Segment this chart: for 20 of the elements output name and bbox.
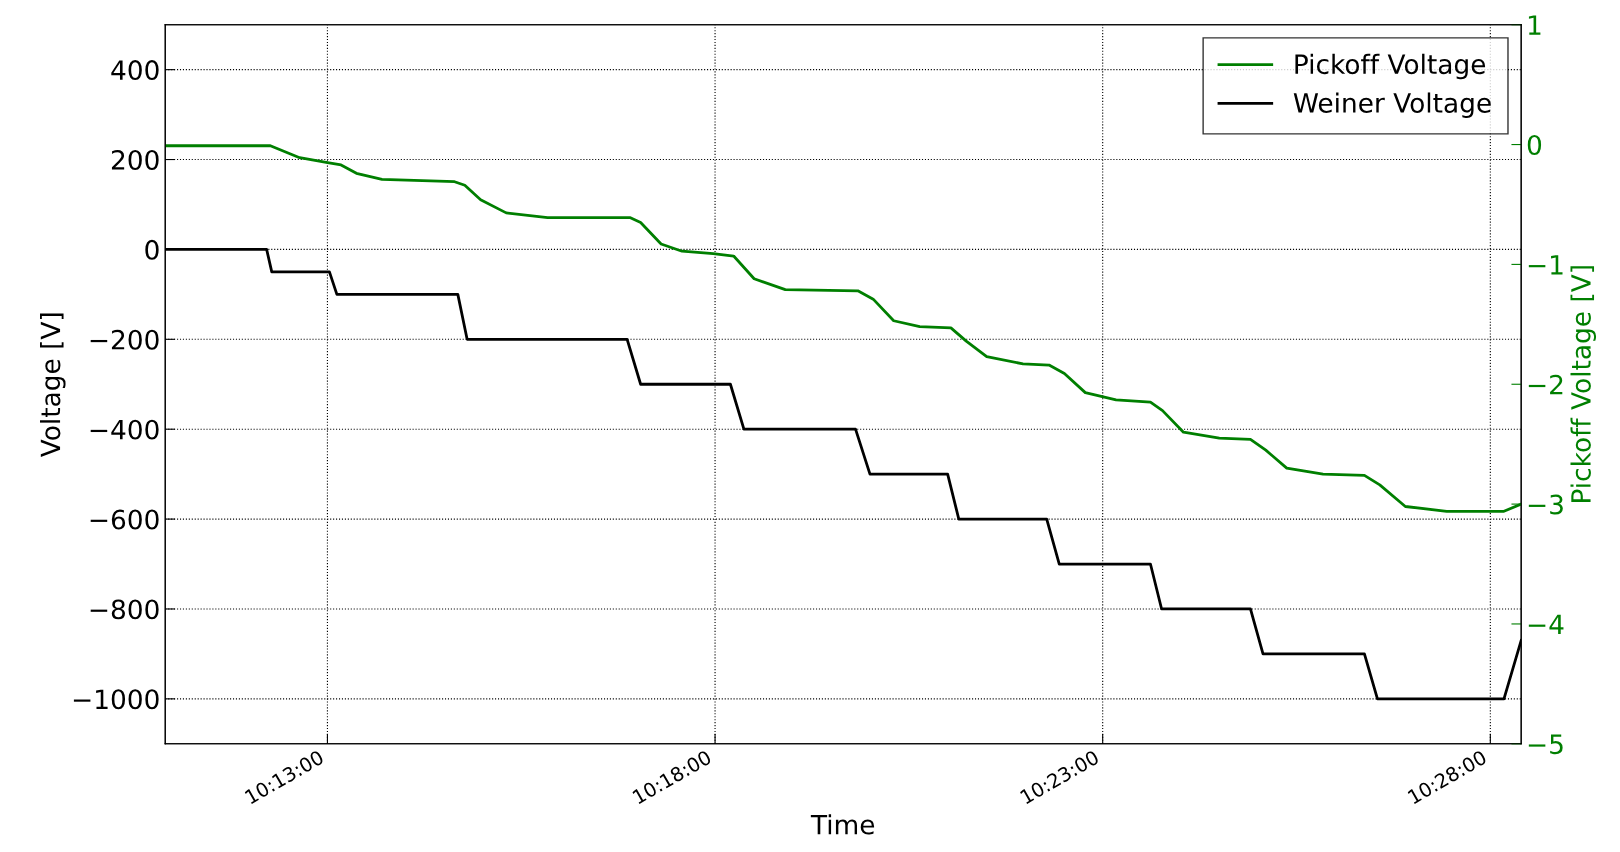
y2-tick-label: 0: [1527, 135, 1542, 155]
y-tick-label: −200: [90, 329, 159, 350]
y-tick-label: −600: [90, 509, 159, 530]
y-tick-label: −400: [90, 419, 159, 440]
x-axis-title: Time: [810, 814, 875, 835]
y2-tick-label: 1: [1528, 15, 1541, 35]
y-tick-label: 200: [111, 149, 159, 170]
y-axis-title: Voltage [V]: [40, 313, 66, 458]
y2-tick-label: −3: [1528, 494, 1563, 515]
y2-tick-label: −2: [1528, 374, 1563, 395]
legend-label: Pickoff Voltage: [1295, 53, 1486, 80]
y-tick-label: −1000: [73, 689, 159, 710]
y-tick-label: 400: [111, 60, 159, 81]
y2-tick-label: −4: [1528, 614, 1564, 634]
y2-axis-title: Pickoff Voltage [V]: [1570, 266, 1597, 502]
y2-tick-label: −1: [1528, 255, 1563, 275]
y-tick-label: 0: [145, 239, 159, 260]
y-tick-label: −800: [90, 599, 159, 620]
legend-label: Weiner Voltage: [1293, 92, 1491, 119]
y2-tick-label: −5: [1528, 734, 1563, 755]
